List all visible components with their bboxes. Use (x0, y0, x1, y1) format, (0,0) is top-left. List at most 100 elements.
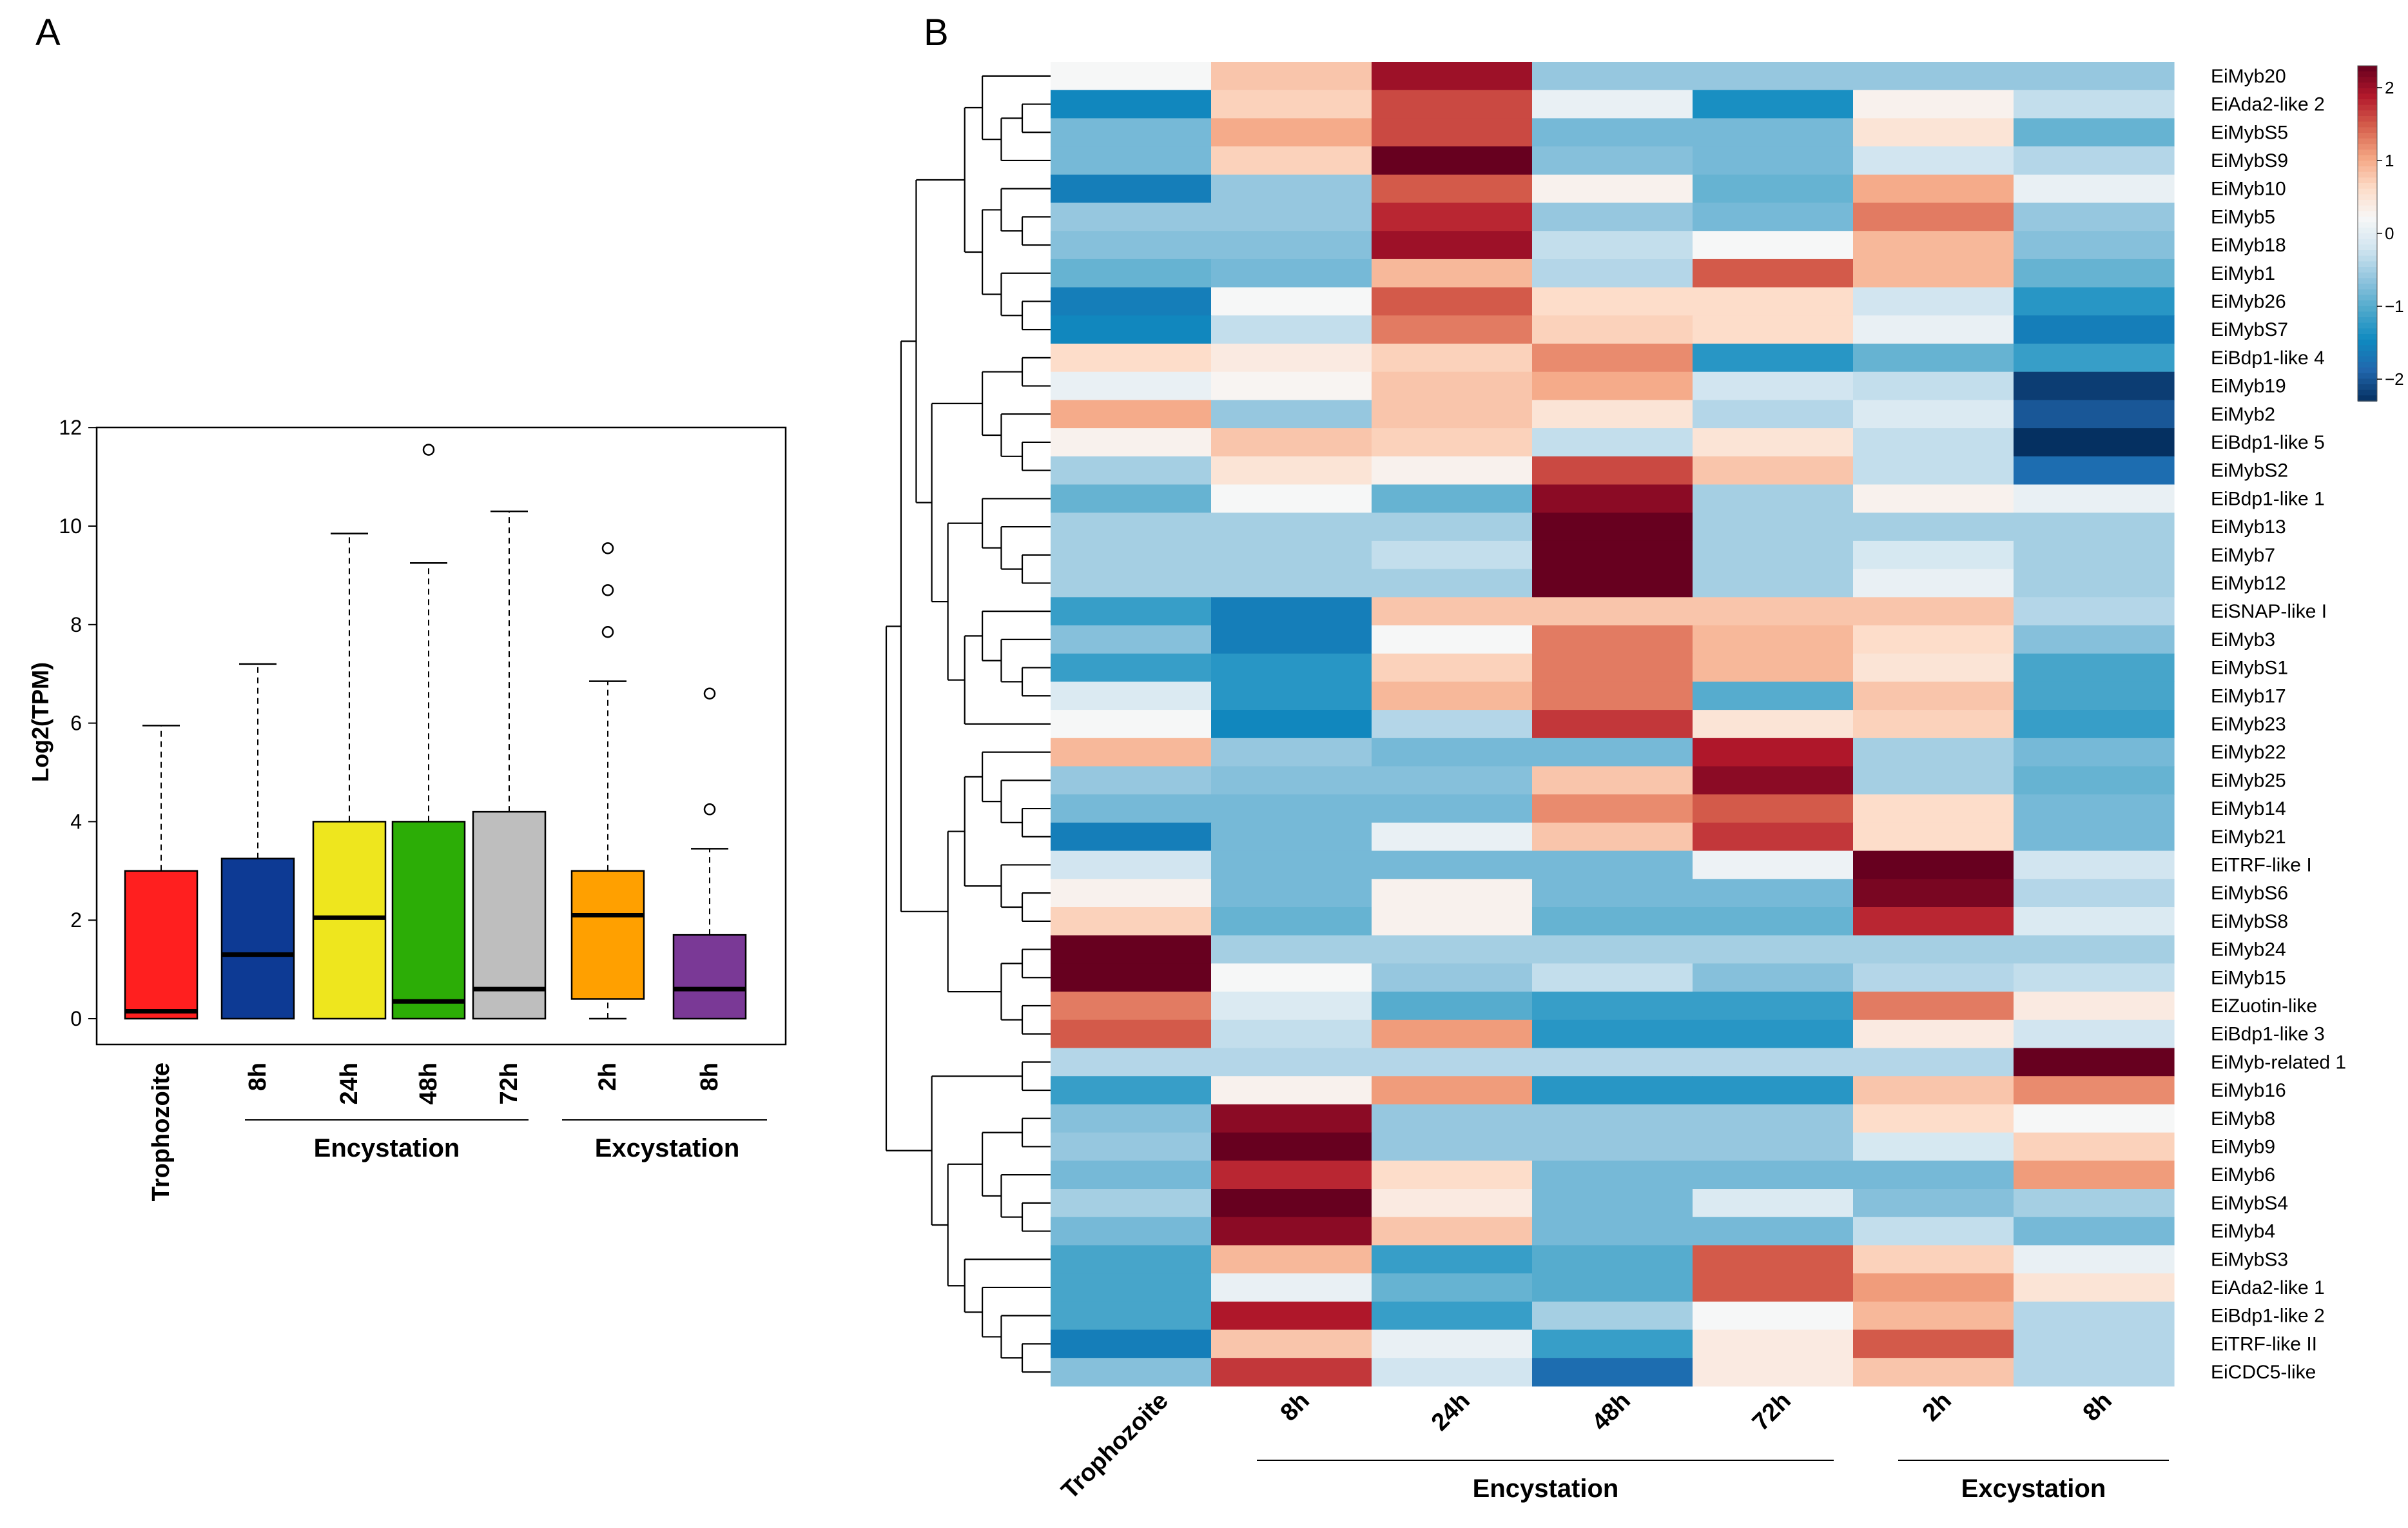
heatmap-cell (1693, 90, 1854, 119)
colorbar-segment (2358, 188, 2377, 195)
gene-label: EiMyb6 (2211, 1164, 2275, 1186)
heatmap-cell (2014, 371, 2175, 400)
heatmap-cell (1853, 1217, 2014, 1246)
heatmap-cell (2014, 513, 2175, 542)
heatmap-cell (1211, 1132, 1372, 1161)
heatmap-cell (1853, 371, 2014, 400)
heatmap-cell (1853, 1048, 2014, 1077)
heatmap-cell (1211, 907, 1372, 936)
heatmap-cell (1372, 287, 1533, 316)
colorbar-segment (2358, 133, 2377, 139)
heatmap-cell (1211, 710, 1372, 739)
heatmap-cell (1693, 118, 1854, 147)
heatmap-cell (1693, 1104, 1854, 1133)
heatmap-cell (1532, 146, 1693, 175)
heatmap-cell (2014, 344, 2175, 373)
heatmap-cell (1532, 371, 1693, 400)
gene-label: EiMyb9 (2211, 1136, 2275, 1157)
heatmap-cell (1532, 174, 1693, 204)
colorbar-segment (2358, 110, 2377, 117)
colorbar-segment (2358, 177, 2377, 184)
heatmap-cell (2014, 963, 2175, 992)
heatmap-cell (1853, 879, 2014, 908)
heatmap-cell (1211, 850, 1372, 879)
heatmap-cell (1853, 1358, 2014, 1387)
heatmap-cell (1211, 202, 1372, 231)
heatmap-cell (2014, 1189, 2175, 1218)
heatmap-cell (1051, 540, 1212, 570)
heatmap-cell (1051, 146, 1212, 175)
heatmap-cell (1532, 569, 1693, 598)
heatmap-cell (2014, 935, 2175, 964)
heatmap-cell (1853, 1245, 2014, 1274)
heatmap-cell (1532, 1273, 1693, 1302)
heatmap-cell (2014, 456, 2175, 485)
colorbar-segment (2358, 295, 2377, 301)
heatmap-cell (1853, 738, 2014, 767)
colorbar-segment (2358, 284, 2377, 290)
colorbar-segment (2358, 166, 2377, 173)
heatmap-cell (1693, 1076, 1854, 1105)
heatmap-cell (1853, 428, 2014, 457)
heatmap-cell (1051, 963, 1212, 992)
gene-label: EiBdp1-like 2 (2211, 1306, 2325, 1327)
colorbar-segment (2358, 211, 2377, 217)
colorbar-segment (2358, 222, 2377, 229)
colorbar-segment (2358, 194, 2377, 201)
colorbar-segment (2358, 328, 2377, 335)
heatmap-cell (1372, 62, 1533, 91)
heatmap-cell (1693, 1048, 1854, 1077)
gene-label: EiMyb21 (2211, 827, 2286, 848)
gene-label: EiBdp1-like 5 (2211, 432, 2325, 453)
heatmap-cell (1372, 653, 1533, 682)
row-dendrogram (885, 75, 1051, 1373)
y-tick-label: 8 (70, 613, 82, 636)
heatmap-cell (1211, 118, 1372, 147)
colorbar-segment (2358, 373, 2377, 380)
heatmap-cell (2014, 90, 2175, 119)
heatmap-cell (1693, 513, 1854, 542)
heatmap-cell (1693, 1189, 1854, 1218)
gene-label: EiMyb10 (2211, 179, 2286, 200)
heatmap-cell (1853, 1104, 2014, 1133)
heatmap-cell (1372, 822, 1533, 852)
heatmap-cell (2014, 625, 2175, 654)
heatmap-cell (1853, 963, 2014, 992)
gene-label: EiMybS6 (2211, 883, 2288, 904)
heatmap-cell (1372, 681, 1533, 710)
heatmap-cell (1211, 62, 1372, 91)
heatmap-cell (2014, 400, 2175, 429)
heatmap-cell (1051, 287, 1212, 316)
heatmap-cell (1051, 625, 1212, 654)
gene-label: EiMyb26 (2211, 291, 2286, 312)
heatmap-cell (1051, 850, 1212, 879)
gene-label: EiSNAP-like I (2211, 601, 2327, 622)
colorbar-segment (2358, 311, 2377, 318)
heatmap-cell (1372, 569, 1533, 598)
heatmap-cell (1532, 625, 1693, 654)
heatmap-cell (2014, 794, 2175, 823)
heatmap-cell (1532, 1301, 1693, 1331)
heatmap-cell (1693, 850, 1854, 879)
heatmap-cell (1211, 1161, 1372, 1190)
heatmap-cell (1853, 90, 2014, 119)
heatmap-cell (1532, 681, 1693, 710)
heatmap-cell (1372, 456, 1533, 485)
heatmap-cell (1051, 484, 1212, 513)
colorbar-segment (2358, 83, 2377, 89)
heatmap-cell (1532, 738, 1693, 767)
colorbar-segment (2358, 356, 2377, 363)
heatmap-cell (1211, 90, 1372, 119)
colorbar-segment (2358, 77, 2377, 83)
heatmap-cell (1853, 540, 2014, 570)
heatmap-cell (1372, 259, 1533, 288)
heatmap-cell (1853, 202, 2014, 231)
heatmap-cell (1051, 597, 1212, 626)
x-category-label: 2h (594, 1063, 621, 1091)
heatmap-cell (2014, 1048, 2175, 1077)
heatmap-cell (1693, 344, 1854, 373)
heatmap-cell (1372, 1358, 1533, 1387)
gene-label: EiMyb8 (2211, 1108, 2275, 1130)
heatmap-cell (1211, 992, 1372, 1021)
heatmap-cell (2014, 174, 2175, 204)
